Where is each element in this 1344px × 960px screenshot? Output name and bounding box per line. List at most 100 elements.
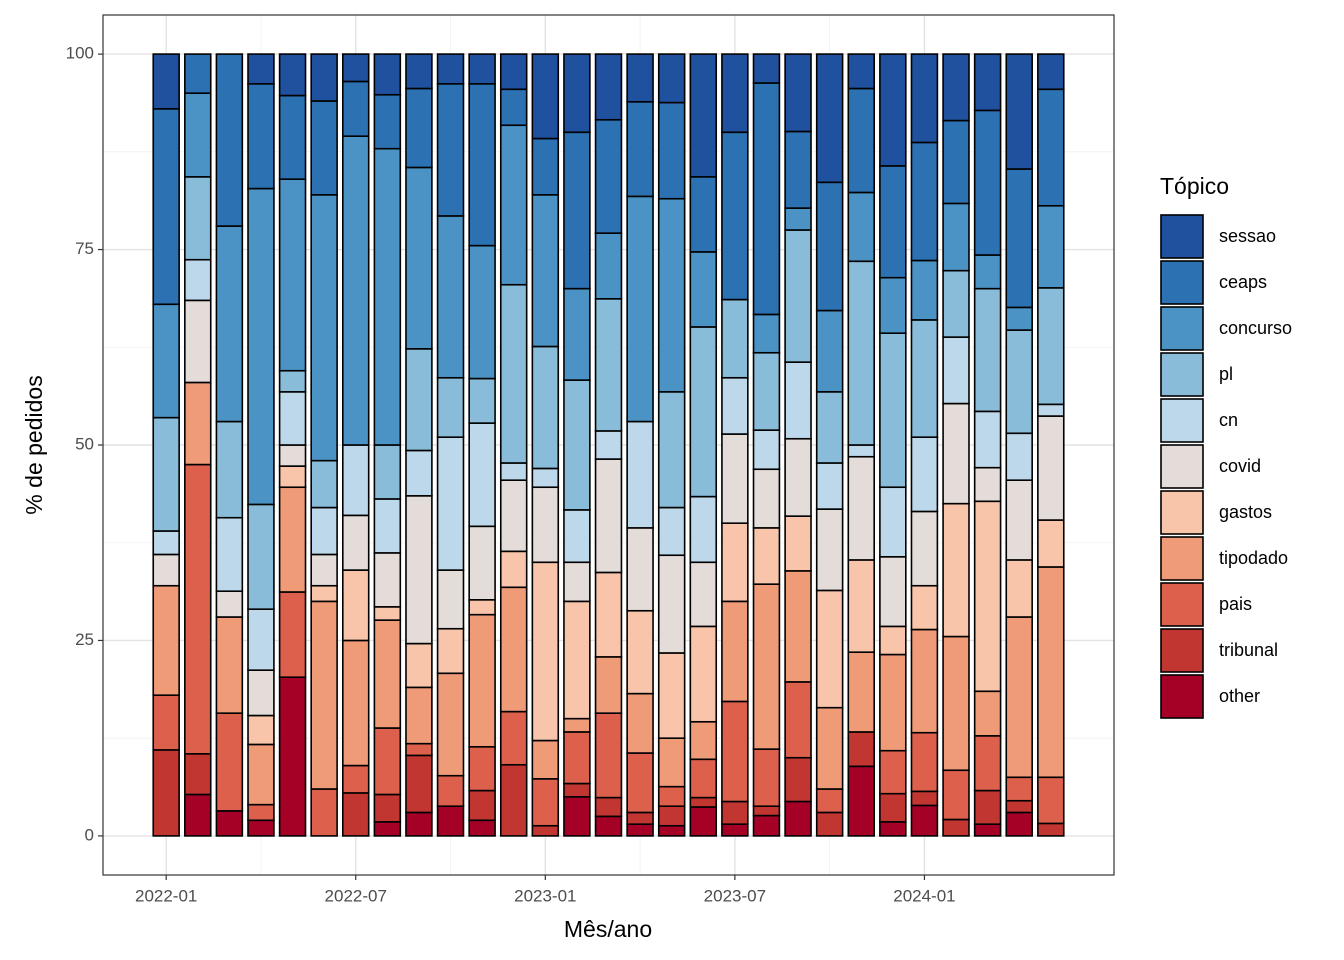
bar-segment — [879, 332, 907, 489]
bar-segment — [341, 444, 370, 517]
bar-segment — [942, 402, 970, 505]
bar-segment — [563, 782, 591, 798]
bar-segment — [721, 53, 749, 134]
bar-segment — [1037, 519, 1065, 568]
bar-segment — [815, 811, 844, 837]
bar-segment — [689, 53, 718, 178]
bar-segment — [152, 108, 180, 306]
legend-key — [1160, 582, 1204, 627]
bar-segment — [405, 348, 433, 452]
bar-segment — [499, 462, 528, 481]
bar-segment — [563, 287, 591, 381]
legend-label: sessao — [1219, 226, 1276, 246]
bar-segment — [815, 788, 844, 814]
bar-segment — [278, 391, 307, 446]
bar-segment — [405, 449, 433, 497]
bar-segment — [594, 656, 623, 714]
bar-segment — [468, 525, 496, 601]
bar-segment — [278, 591, 307, 678]
bar-segment — [815, 589, 844, 709]
legend-label: gastos — [1219, 502, 1272, 522]
bar-segment — [626, 692, 654, 754]
bar-segment — [784, 681, 812, 759]
bar-segment — [689, 758, 718, 799]
bar-segment — [215, 225, 244, 423]
bar-segment — [752, 748, 781, 807]
bar-segment — [278, 53, 307, 97]
bar-segment — [657, 391, 686, 509]
bar-segment — [847, 455, 876, 561]
bar-segment — [784, 130, 812, 209]
bar-segment — [436, 436, 465, 571]
bar-segment — [468, 819, 496, 837]
bar-segment — [1005, 559, 1033, 618]
bar-segment — [847, 765, 876, 837]
bar-segment — [152, 416, 180, 532]
axes: 0 25 50 75 100 2022-01 2022-07 2023-01 2023-07 20… — [66, 44, 956, 906]
bar-segment — [468, 422, 496, 528]
bar-segment — [594, 796, 623, 818]
bar-segment — [594, 571, 623, 658]
bar-segment — [278, 94, 307, 180]
bar-segment — [436, 774, 465, 808]
x-tick-label: 2024-01 — [893, 886, 955, 905]
bar-segment — [910, 510, 939, 587]
bar-segment — [657, 506, 686, 557]
bar-segment — [247, 743, 275, 806]
bar-segment — [657, 652, 686, 739]
bar-segment — [942, 269, 970, 338]
bar-segment — [973, 287, 1002, 413]
legend-label: pais — [1219, 594, 1252, 614]
bar-segment — [373, 793, 402, 823]
bar-segment — [721, 376, 749, 435]
bar-segment — [531, 53, 560, 140]
x-axis-title: Mês/ano — [564, 916, 652, 942]
bar-segment — [341, 569, 370, 642]
bar-segment — [184, 299, 212, 384]
bar-segment — [373, 93, 402, 150]
bar-segment — [689, 176, 718, 253]
bar-segment — [152, 303, 180, 419]
bar-segment — [499, 283, 528, 464]
bar-segment — [247, 714, 275, 746]
bar-segment — [247, 83, 275, 190]
bar-segment — [657, 554, 686, 654]
bars — [152, 53, 1065, 837]
bar-segment — [152, 694, 180, 751]
bar-segment — [373, 606, 402, 621]
bar-segment — [563, 379, 591, 511]
bar-segment — [531, 561, 560, 742]
bar-segment — [563, 600, 591, 720]
bar-segment — [1037, 776, 1065, 825]
bar-segment — [879, 276, 907, 335]
bar-segment — [278, 444, 307, 467]
bar-segment — [815, 309, 844, 393]
bar-segment — [910, 804, 939, 837]
bar-segment — [1005, 811, 1033, 837]
bar-segment — [815, 706, 844, 790]
bar-segment — [310, 100, 338, 196]
bar-segment — [594, 430, 623, 460]
bar-segment — [341, 53, 370, 83]
bar-segment — [657, 805, 686, 827]
bar-segment — [973, 735, 1002, 792]
bar-segment — [278, 676, 307, 837]
bar-segment — [847, 559, 876, 653]
bar-segment — [405, 754, 433, 814]
bar-segment — [721, 700, 749, 803]
bar-segment — [1037, 88, 1065, 207]
bar-segment — [499, 479, 528, 553]
legend-key — [1160, 628, 1204, 673]
bar-segment — [689, 326, 718, 498]
bar-segment — [436, 53, 465, 85]
bar-segment — [310, 194, 338, 462]
bar-segment — [784, 515, 812, 572]
bar-segment — [563, 796, 591, 837]
bar-segment — [1037, 415, 1065, 521]
legend-title: Tópico — [1160, 173, 1229, 199]
bar-segment — [626, 53, 654, 103]
y-tick-label: 75 — [75, 239, 94, 258]
bar-segment — [879, 486, 907, 558]
legend-key — [1160, 536, 1204, 581]
bar-segment — [657, 737, 686, 788]
